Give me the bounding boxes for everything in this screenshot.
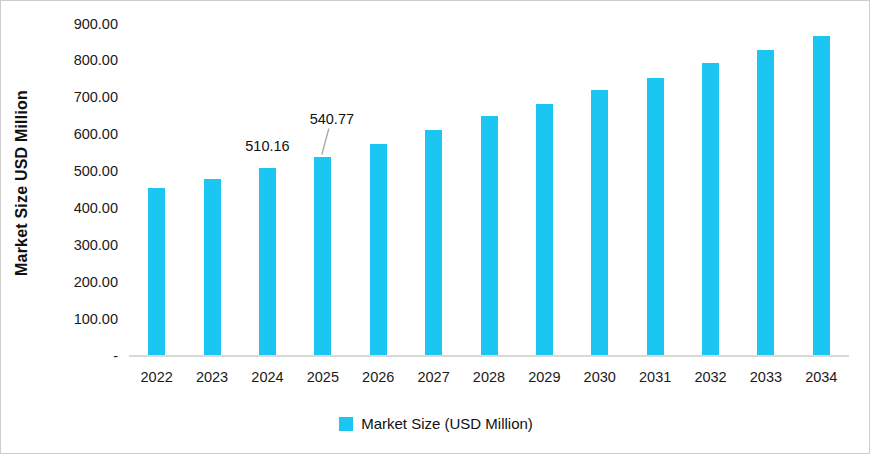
bar-2024 — [259, 168, 276, 355]
bar-2029 — [536, 104, 553, 355]
bar-2034 — [813, 36, 830, 355]
x-axis-line — [129, 355, 849, 357]
x-axis-label-2027: 2027 — [406, 369, 461, 385]
plot-area: 2022202320242025202620272028202920302031… — [129, 1, 849, 454]
bar-2025 — [314, 157, 331, 355]
bar-2028 — [481, 116, 498, 355]
bar-2023 — [204, 179, 221, 355]
y-tick-label: 900.00 — [48, 17, 118, 32]
data-label-2024: 510.16 — [232, 139, 302, 154]
bar-2032 — [702, 63, 719, 355]
y-tick-label: 800.00 — [48, 53, 118, 68]
bar-2026 — [370, 144, 387, 355]
y-tick-label: 300.00 — [48, 238, 118, 253]
x-axis-label-2028: 2028 — [461, 369, 516, 385]
y-tick-label: 200.00 — [48, 275, 118, 290]
bar-2027 — [425, 130, 442, 355]
legend-label: Market Size (USD Million) — [361, 415, 533, 432]
y-tick-label: 100.00 — [48, 312, 118, 327]
data-label-2025: 540.77 — [297, 112, 367, 127]
x-axis-label-2024: 2024 — [240, 369, 295, 385]
bar-2022 — [148, 188, 165, 355]
x-axis-label-2023: 2023 — [184, 369, 239, 385]
y-tick-label: 400.00 — [48, 201, 118, 216]
legend-swatch-icon — [339, 417, 353, 431]
y-tick-label: 500.00 — [48, 164, 118, 179]
x-axis-label-2033: 2033 — [738, 369, 793, 385]
x-axis-label-2029: 2029 — [517, 369, 572, 385]
x-axis-label-2025: 2025 — [295, 369, 350, 385]
x-axis-label-2030: 2030 — [572, 369, 627, 385]
x-axis-label-2034: 2034 — [794, 369, 849, 385]
bar-2031 — [647, 78, 664, 355]
y-tick-label: - — [48, 349, 118, 364]
x-axis-label-2031: 2031 — [627, 369, 682, 385]
y-tick-label: 600.00 — [48, 127, 118, 142]
y-axis-tick-labels: - 100.00 200.00 300.00 400.00 500.00 600.00 700… — [1, 1, 118, 454]
market-size-bar-chart: Market Size USD Million -100.00200.00300… — [0, 0, 870, 454]
x-axis-label-2026: 2026 — [351, 369, 406, 385]
x-axis-label-2022: 2022 — [129, 369, 184, 385]
y-tick-label: 700.00 — [48, 90, 118, 105]
x-axis-label-2032: 2032 — [683, 369, 738, 385]
bar-2033 — [757, 50, 774, 355]
legend: Market Size (USD Million) — [1, 415, 870, 432]
bar-2030 — [591, 90, 608, 355]
